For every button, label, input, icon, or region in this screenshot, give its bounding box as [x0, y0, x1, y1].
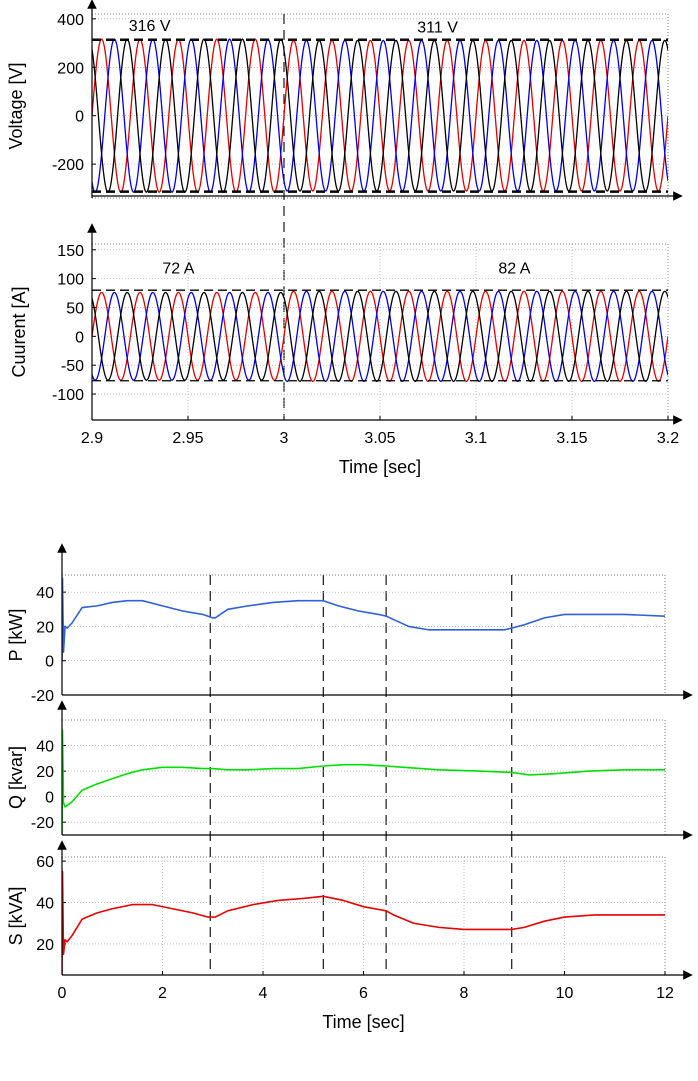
y-tick-label: 20 [36, 764, 54, 781]
chart-voltage: 400 200 0 -200 316 V 311 V Voltage [V] [6, 0, 683, 201]
y-axis-label: S [kVA] [6, 887, 26, 946]
x-tick-label: 10 [556, 985, 574, 1002]
y-tick-label: -20 [31, 688, 54, 705]
series-line-1 [62, 870, 665, 976]
x-tick-label: 2 [158, 985, 167, 1002]
annotation-label: 311 V [417, 19, 458, 36]
y-tick-label: -20 [31, 815, 54, 832]
plot-frame [61, 719, 666, 836]
x-tick-label: 3 [280, 430, 289, 447]
y-tick-label: 40 [36, 896, 54, 913]
y-tick-label: 0 [45, 790, 54, 807]
y-tick-label: 0 [75, 109, 84, 126]
y-tick-label: 20 [36, 937, 54, 954]
x-tick-label: 4 [259, 985, 268, 1002]
y-axis-label: Voltage [V] [6, 62, 26, 149]
y-tick-label: 40 [36, 585, 54, 602]
plot-frame [61, 574, 666, 696]
x-tick-label: 3.1 [465, 430, 487, 447]
series-line-1 [92, 290, 668, 382]
x-tick-label: 2.9 [81, 430, 103, 447]
series-line-1 [62, 729, 665, 836]
x-axis-label: Time [sec] [322, 1012, 404, 1032]
y-tick-label: 0 [45, 654, 54, 671]
x-tick-label: 8 [460, 985, 469, 1002]
y-tick-label: -200 [52, 157, 84, 174]
y-axis-label: P [kW] [6, 609, 26, 662]
y-tick-label: 20 [36, 619, 54, 636]
y-tick-label: 60 [36, 854, 54, 871]
series-group [92, 290, 668, 382]
series-line-3 [92, 290, 668, 382]
x-axis-label: Time [sec] [339, 457, 421, 477]
chart-reactive-power: 40 20 0 -20 Q [kvar] [6, 700, 693, 840]
x-tick-label: 2.95 [172, 430, 203, 447]
x-tick-label: 3.05 [364, 430, 395, 447]
y-tick-label: 50 [66, 300, 84, 317]
series-group [62, 577, 665, 661]
series-group [62, 870, 665, 976]
annotation-label: 82 A [498, 261, 530, 278]
chart-active-power: 40 20 0 -20 P [kW] [6, 543, 693, 705]
plot-frame [91, 13, 669, 199]
y-tick-label: -50 [61, 358, 84, 375]
x-tick-label: 0 [58, 985, 67, 1002]
x-tick-label: 6 [359, 985, 368, 1002]
y-axis-label: Q [kvar] [6, 746, 26, 809]
series-line-3 [92, 38, 668, 193]
series-group [92, 38, 668, 193]
y-tick-label: 100 [57, 272, 84, 289]
annotation-label: 316 V [129, 18, 171, 35]
y-tick-label: 0 [75, 329, 84, 346]
series-group [62, 729, 665, 836]
series-line-1 [62, 577, 665, 661]
y-tick-label: 400 [57, 12, 84, 29]
y-axis-label: Cuurent [A] [9, 286, 29, 377]
series-line-1 [92, 38, 668, 193]
x-tick-label: 3.2 [657, 430, 679, 447]
series-line-2 [92, 38, 668, 193]
y-tick-label: 40 [36, 739, 54, 756]
x-tick-label: 12 [656, 985, 674, 1002]
y-tick-label: 150 [57, 243, 84, 260]
chart-current: 150 100 50 0 -50 -100 2.9 2.95 3 3.05 3.1 3.15 3.2 72… [9, 223, 683, 477]
series-line-2 [92, 290, 668, 382]
y-tick-label: -100 [52, 387, 84, 404]
y-tick-label: 200 [57, 60, 84, 77]
annotation-label: 72 A [162, 261, 194, 278]
chart-apparent-power: 60 40 20 0 2 4 6 8 10 12 S [kVA] Time [sec] [6, 840, 693, 1032]
x-tick-label: 3.15 [556, 430, 587, 447]
